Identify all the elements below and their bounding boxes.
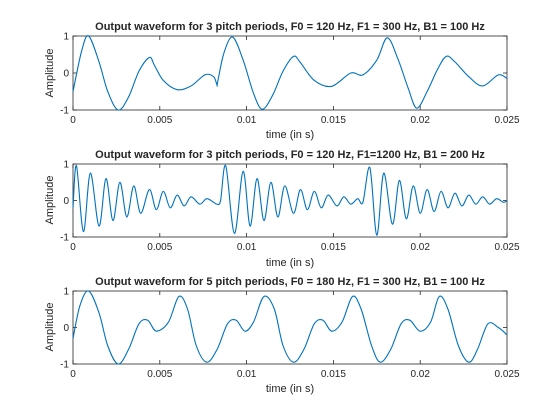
x-tick-label: 0.02 [410, 115, 430, 126]
y-tick-label: 1 [63, 287, 69, 298]
subplot-1: Output waveform for 3 pitch periods, F0 … [44, 21, 520, 141]
subplot-3-ylabel: Amplitude [44, 303, 56, 352]
x-tick-label: 0.025 [494, 369, 519, 380]
subplot-3-title: Output waveform for 5 pitch periods, F0 … [95, 276, 485, 288]
subplot-3-axes [72, 290, 508, 365]
y-tick-label: 0 [63, 323, 69, 334]
x-tick-label: 0.005 [147, 115, 172, 126]
subplot-2-ylabel: Amplitude [44, 176, 56, 225]
x-tick-label: 0 [70, 115, 76, 126]
x-tick-label: 0.015 [321, 369, 346, 380]
subplot-1-title: Output waveform for 3 pitch periods, F0 … [95, 21, 485, 33]
x-tick-label: 0 [70, 242, 76, 253]
subplot-3-waveform-line [72, 290, 508, 365]
y-tick-label: 1 [63, 32, 69, 43]
y-tick-label: -1 [60, 360, 69, 371]
x-tick-label: 0.015 [321, 242, 346, 253]
y-tick-label: -1 [60, 233, 69, 244]
subplot-3: Output waveform for 5 pitch periods, F0 … [44, 276, 520, 395]
subplot-1-axes [72, 35, 508, 111]
x-tick-label: 0.015 [321, 115, 346, 126]
x-tick-label: 0 [70, 369, 76, 380]
x-tick-label: 0.02 [410, 369, 430, 380]
y-tick-label: 0 [63, 69, 69, 80]
x-tick-label: 0.01 [237, 369, 257, 380]
subplot-3-ticks: 0 0.005 0.01 0.015 0.02 0.025-101 [60, 287, 520, 381]
subplot-2-waveform-line [72, 164, 508, 236]
subplot-1-waveform-line [72, 35, 508, 111]
y-tick-label: 0 [63, 196, 69, 207]
x-tick-label: 0.005 [147, 369, 172, 380]
subplot-1-ylabel: Amplitude [44, 49, 56, 98]
subplot-2-title: Output waveform for 3 pitch periods, F0 … [95, 149, 485, 161]
subplot-2-ticks: 0 0.005 0.01 0.015 0.02 0.025-101 [60, 160, 520, 254]
y-tick-label: -1 [60, 106, 69, 117]
y-tick-label: 1 [63, 160, 69, 171]
subplot-1-ticks: 0 0.005 0.01 0.015 0.02 0.025-101 [60, 32, 520, 127]
subplot-2: Output waveform for 3 pitch periods, F0 … [44, 149, 520, 269]
x-tick-label: 0.01 [237, 115, 257, 126]
x-tick-label: 0.025 [494, 115, 519, 126]
x-tick-label: 0.025 [494, 242, 519, 253]
x-tick-label: 0.005 [147, 242, 172, 253]
x-tick-label: 0.02 [410, 242, 430, 253]
subplot-2-xlabel: time (in s) [266, 257, 314, 269]
subplot-1-xlabel: time (in s) [266, 129, 314, 141]
subplot-3-xlabel: time (in s) [266, 383, 314, 395]
x-tick-label: 0.01 [237, 242, 257, 253]
